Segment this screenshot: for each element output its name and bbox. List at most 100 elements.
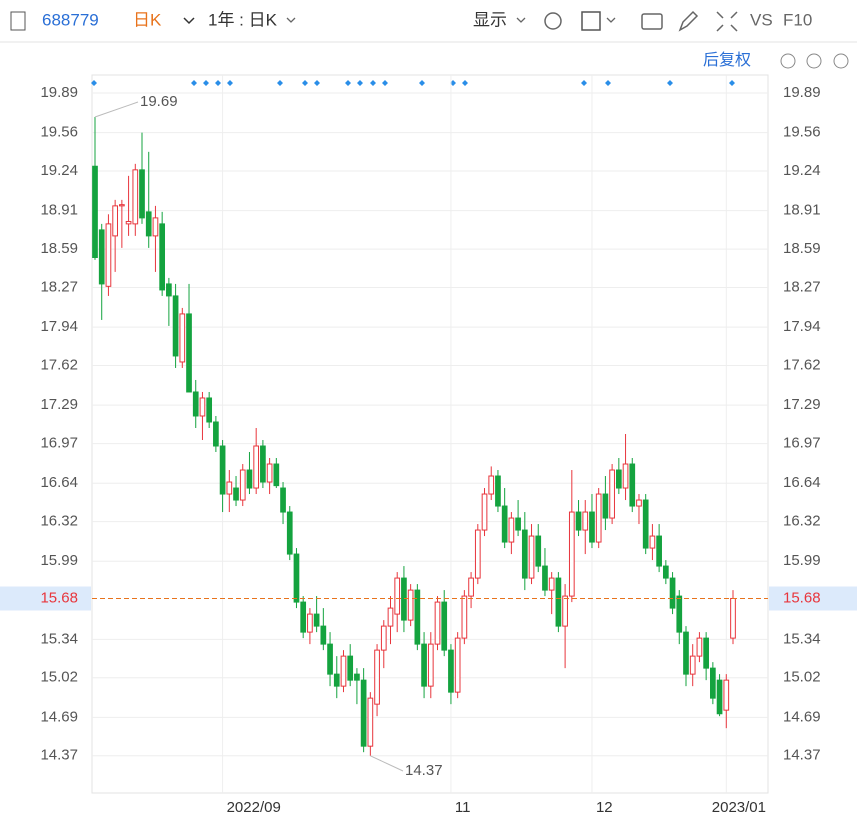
zoom-in-icon[interactable] [833,53,849,69]
candle-body [300,601,307,633]
candle-body [602,493,609,519]
y-tick-label-right: 15.34 [783,630,821,647]
fullscreen-icon[interactable] [716,11,738,32]
y-tick-label: 14.37 [40,747,78,764]
y-tick-label: 17.29 [40,396,78,413]
y-tick-label: 15.34 [40,630,78,647]
candle-body [501,505,508,543]
candle-body [320,625,327,645]
candle-body [313,613,320,627]
candle-body [132,169,139,225]
candle-body [562,595,568,627]
dropdown-arrow[interactable] [516,17,526,23]
period[interactable]: 日K [133,10,162,29]
y-tick-label: 16.64 [40,474,78,491]
settings-icon[interactable] [544,12,562,30]
candle-body [548,577,555,591]
y-tick-label-right: 16.64 [783,474,821,491]
candle-body [367,697,374,747]
candle-body [394,577,401,615]
display[interactable]: 显示 [473,10,507,29]
candle-body [609,469,615,519]
x-tick-label: 12 [596,799,613,816]
zoom-out-icon[interactable] [806,53,822,69]
candle-body [145,211,152,237]
dropdown-arrow[interactable] [286,17,296,23]
y-tick-label: 15.02 [40,669,78,686]
candle-body [461,595,468,639]
y-tick-label: 15.99 [40,552,78,569]
candle-body [696,637,703,657]
low-note-line [370,755,404,772]
candle-body [192,391,199,417]
f10[interactable]: F10 [783,10,812,29]
candle-body [125,220,132,225]
candle-body [286,511,293,555]
candle-body [360,679,367,747]
candle-body [642,499,649,549]
candle-body [213,421,219,447]
y-tick-label: 19.56 [40,124,78,141]
y-tick-label: 17.62 [40,357,78,374]
candle-body [615,469,622,489]
y-tick-label: 19.89 [40,84,78,101]
candle-body [508,517,515,543]
candle-body [273,463,280,487]
y-tick-label-right: 17.62 [783,357,821,374]
toolbar [0,0,857,42]
candle-body [112,205,118,237]
candle-body [528,535,535,579]
candle-body [542,565,548,591]
y-tick-label-right: 15.02 [783,669,821,686]
undo-icon[interactable] [780,53,796,69]
y-tick-label: 18.59 [40,240,78,257]
candle-body [280,487,286,513]
y-tick-label: 19.24 [40,162,78,179]
box-icon[interactable] [581,11,601,31]
sidebar-icon[interactable] [10,11,26,31]
candle-body [662,565,669,579]
candle-body [233,487,239,501]
candle-body [166,283,172,297]
candle-body [186,313,192,393]
y-tick-label-right: 19.89 [783,84,821,101]
candle-body [629,463,636,507]
y-tick-label-right: 18.91 [783,202,821,219]
candle-body [689,655,696,675]
y-tick-label-right: 19.24 [783,162,821,179]
dropdown-arrow[interactable] [183,17,195,25]
candle-body [535,535,542,567]
candle-body [730,597,736,639]
dropdown-arrow[interactable] [606,17,616,23]
candle-body [676,595,683,633]
candle-body [636,499,642,507]
candle-body [219,445,226,495]
camera-icon[interactable] [641,13,663,30]
range[interactable]: 1年 : 日K [208,10,278,29]
candle-body [656,535,662,567]
vs[interactable]: VS [750,10,773,29]
candle-body [246,469,253,489]
candle-body [669,577,676,609]
pen-icon[interactable] [678,10,699,32]
candle-body [98,229,105,285]
candle-body [474,529,481,579]
candle-body [387,607,394,627]
adjust[interactable]: 后复权 [703,51,751,69]
stock-code[interactable]: 688779 [42,10,99,29]
candle-body [152,217,159,237]
candle-body [172,295,179,357]
candle-body [407,589,414,621]
candle-body [595,493,602,543]
y-tick-label-right: 16.32 [783,513,821,530]
plot-border [91,74,769,794]
candle-body [495,475,501,507]
candle-body [340,655,347,687]
candle-body [354,673,360,681]
candle-body [521,529,528,579]
candle-body [260,445,266,483]
candle-body [401,577,407,621]
high-note-line [94,101,139,118]
y-tick-label-right: 17.29 [783,396,821,413]
